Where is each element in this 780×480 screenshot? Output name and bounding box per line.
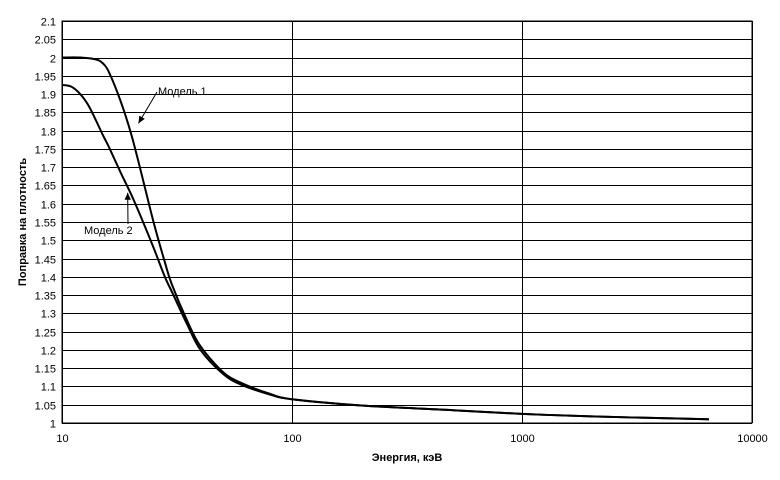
annotation-label-model-1: Модель 1 [158,86,207,98]
annotation-arrowhead [138,115,145,124]
y-tick-label: 1 [50,419,56,431]
y-tick-label: 2.05 [35,35,56,47]
y-tick-label: 1.75 [35,145,56,157]
y-tick-label: 1.15 [35,364,56,376]
grid-lines [62,21,753,424]
y-tick-label: 1.7 [41,163,56,175]
y-tick-label: 1.25 [35,328,56,340]
annotation-arrowhead [124,192,131,200]
y-tick-label: 1.2 [41,346,56,358]
series-line-model-1 [61,56,709,421]
y-tick-label: 1.45 [35,255,56,267]
series-group [61,56,709,421]
y-tick-label: 1.05 [35,401,56,413]
y-tick-label: 1.95 [35,72,56,84]
plot-frame [61,20,753,424]
x-tick-label: 1000 [510,433,534,445]
y-tick-label: 1.1 [41,382,56,394]
y-tick-label: 1.8 [41,127,56,139]
y-tick-label: 2 [50,54,56,66]
annotation-label-model-2: Модель 2 [84,225,133,237]
y-tick-label: 1.55 [35,218,56,230]
y-tick-label: 1.85 [35,108,56,120]
x-tick-label: 100 [283,433,301,445]
y-tick-label: 1.4 [41,273,56,285]
y-tick-label: 1.35 [35,291,56,303]
y-tick-label: 2.1 [41,17,56,29]
x-tick-label: 10000 [737,433,768,445]
series-line-model-2 [61,83,709,421]
y-tick-label: 1.6 [41,200,56,212]
x-tick-label: 10 [56,433,68,445]
tick-labels: 1 1.05 1.1 1.15 1.2 1.25 1.3 1.35 1.4 1.45 1.5 1.55… [35,17,768,446]
y-tick-label: 1.9 [41,90,56,102]
x-axis-title: Энергия, кэВ [372,452,443,464]
y-tick-label: 1.65 [35,181,56,193]
annotations: Модель 1 Модель 2 [84,86,207,237]
y-tick-label: 1.3 [41,309,56,321]
y-tick-label: 1.5 [41,236,56,248]
y-axis-title: Поправка на плотность [17,158,29,286]
